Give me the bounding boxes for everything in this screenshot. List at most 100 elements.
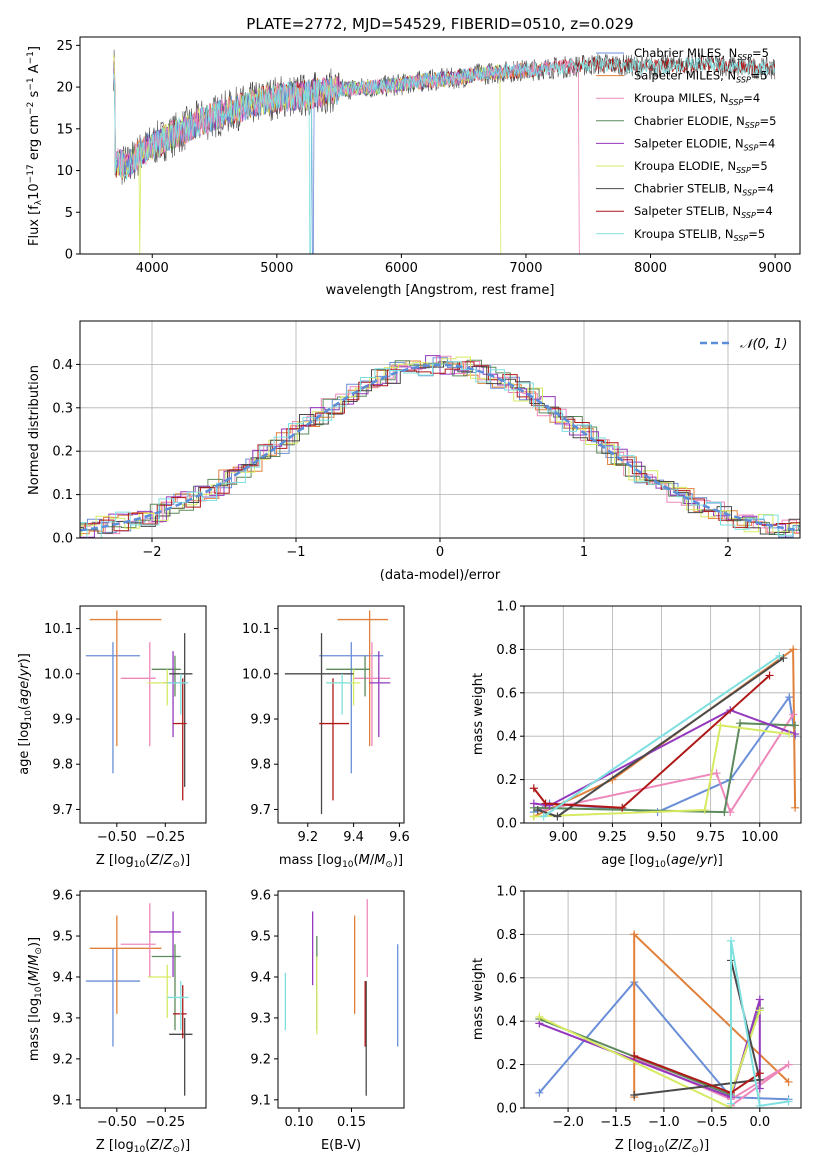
mass-vs-ebv-ytick-label: 9.2 bbox=[250, 1052, 271, 1067]
residuals-ytick-label: 0.3 bbox=[52, 401, 73, 416]
weight-vs-Z-ytick-label: 0.8 bbox=[496, 928, 517, 943]
weight-marker bbox=[529, 812, 538, 821]
residuals-histogram bbox=[80, 361, 800, 532]
weight-marker bbox=[630, 1090, 639, 1099]
weight-marker bbox=[755, 995, 764, 1004]
legend-label: Salpeter ELODIE, NSSP=4 bbox=[634, 136, 775, 152]
age-vs-Z-xtick-label: −0.50 bbox=[97, 830, 137, 845]
mass-vs-ebv-ytick-label: 9.3 bbox=[250, 1011, 271, 1026]
weight-marker bbox=[618, 803, 627, 812]
weight-vs-age-ytick-label: 0.4 bbox=[496, 730, 517, 745]
mass-vs-Z-xtick-label: −0.25 bbox=[145, 1115, 185, 1130]
residuals-xtick-label: −2 bbox=[142, 545, 161, 560]
weight-vs-Z-xtick-label: 0.0 bbox=[749, 1115, 770, 1130]
weight-series-line bbox=[543, 713, 794, 815]
weight-series-line bbox=[538, 999, 761, 1099]
spectrum-series-line bbox=[113, 55, 775, 254]
weight-marker bbox=[541, 799, 550, 808]
weight-vs-Z-xtick-label: −0.5 bbox=[696, 1115, 728, 1130]
spectrum-plot-area bbox=[113, 49, 776, 254]
weight-marker bbox=[630, 1051, 639, 1060]
weight-marker bbox=[791, 803, 800, 812]
mass-vs-ebv-ytick-label: 9.6 bbox=[250, 889, 271, 904]
weight-vs-age-xtick-label: 9.00 bbox=[549, 830, 578, 845]
spectrum-ytick-label: 0 bbox=[65, 248, 73, 263]
weight-marker bbox=[630, 930, 639, 939]
mass-vs-Z-ytick-label: 9.3 bbox=[52, 1011, 73, 1026]
age-vs-Z-ylabel: age [log10(age/yr)] bbox=[17, 653, 34, 775]
age-vs-mass-ytick-label: 9.8 bbox=[250, 758, 271, 773]
spectrum-ytick-label: 10 bbox=[56, 164, 73, 179]
spectrum-ylabel: Flux [fλ10−17 erg cm−2 s−1 A−1] bbox=[26, 46, 44, 246]
legend-label: Salpeter STELIB, NSSP=4 bbox=[634, 204, 773, 220]
weight-vs-age-xtick-label: 10.00 bbox=[741, 830, 778, 845]
weight-marker bbox=[755, 1006, 764, 1015]
weight-vs-Z-frame bbox=[523, 890, 802, 1109]
spectrum-xtick-label: 4000 bbox=[136, 261, 169, 276]
residuals-histogram bbox=[80, 357, 800, 538]
weight-marker bbox=[712, 769, 721, 778]
weight-vs-Z-panel: −2.0 −1.5 −1.0 −0.5 0.0 0.0 0.2 0.4 0.6 0.8 1.0 Z [… bbox=[471, 885, 802, 1155]
spectrum-series-line bbox=[113, 59, 551, 254]
weight-series-line bbox=[533, 674, 771, 809]
weight-vs-Z-ytick-label: 0.2 bbox=[496, 1058, 517, 1073]
spectrum-ytick-label: 5 bbox=[65, 206, 73, 221]
weight-vs-Z-xtick-label: −2.0 bbox=[552, 1115, 584, 1130]
weight-vs-Z-ytick-label: 0.4 bbox=[496, 1015, 517, 1030]
weight-vs-age-frame bbox=[523, 605, 802, 824]
mass-vs-Z-ytick-label: 9.6 bbox=[52, 889, 73, 904]
weight-vs-Z-xtick-label: −1.5 bbox=[600, 1115, 632, 1130]
spectrum-xtick-label: 7000 bbox=[509, 261, 542, 276]
residuals-ytick-label: 0.4 bbox=[52, 358, 73, 373]
mass-vs-Z-ytick-label: 9.1 bbox=[52, 1093, 73, 1108]
weight-vs-Z-ytick-label: 0.6 bbox=[496, 971, 517, 986]
weight-vs-age-xtick-label: 9.25 bbox=[598, 830, 627, 845]
weight-vs-age-xtick-label: 9.75 bbox=[696, 830, 725, 845]
mass-vs-Z-panel: −0.50 −0.25 9.1 9.2 9.3 9.4 9.5 9.6 Z [log10(Z/Z… bbox=[27, 889, 207, 1155]
mass-vs-ebv-panel: 0.10 0.15 9.1 9.2 9.3 9.4 9.5 9.6 E(B-V) bbox=[250, 889, 405, 1153]
residuals-histogram bbox=[80, 355, 800, 535]
age-vs-Z-xtick-label: −0.25 bbox=[145, 830, 185, 845]
mass-vs-Z-xtick-label: −0.50 bbox=[97, 1115, 137, 1130]
weight-vs-age-panel: 9.00 9.25 9.50 9.75 10.00 0.0 0.2 0.4 0.6 0.8 1.0 a… bbox=[471, 600, 802, 870]
weight-marker bbox=[785, 730, 794, 739]
weight-vs-age-xtick-label: 9.50 bbox=[647, 830, 676, 845]
weight-marker bbox=[529, 799, 538, 808]
weight-vs-age-ytick-label: 0.0 bbox=[496, 817, 517, 832]
spectrum-xtick-label: 6000 bbox=[385, 261, 418, 276]
spectrum-xlabel: wavelength [Angstrom, rest frame] bbox=[326, 283, 555, 298]
mass-vs-Z-plot-area bbox=[85, 903, 193, 1096]
legend-label: Salpeter MILES, NSSP=5 bbox=[634, 69, 768, 85]
weight-vs-age-ytick-label: 0.8 bbox=[496, 643, 517, 658]
weight-marker bbox=[533, 805, 542, 814]
weight-vs-Z-ylabel: mass weight bbox=[471, 958, 486, 1040]
residuals-ytick-label: 0.2 bbox=[52, 445, 73, 460]
mass-vs-ebv-plot-area bbox=[284, 899, 399, 1096]
spectrum-xtick-label: 5000 bbox=[260, 261, 293, 276]
age-vs-Z-ytick-label: 9.8 bbox=[52, 758, 73, 773]
legend-label: Chabrier STELIB, NSSP=4 bbox=[634, 182, 774, 198]
age-vs-mass-ytick-label: 10.1 bbox=[242, 622, 271, 637]
residuals-plot-area bbox=[80, 355, 800, 538]
weight-marker bbox=[539, 812, 548, 821]
weight-marker bbox=[755, 1101, 764, 1108]
weight-series-line bbox=[533, 647, 797, 818]
mass-vs-ebv-ytick-label: 9.4 bbox=[250, 970, 271, 985]
residuals-histogram bbox=[80, 356, 800, 536]
mass-vs-ebv-xlabel: E(B-V) bbox=[321, 1138, 361, 1153]
legend-label: Kroupa ELODIE, NSSP=5 bbox=[634, 159, 768, 175]
age-vs-mass-xtick-label: 9.6 bbox=[389, 830, 410, 845]
weight-series-line bbox=[533, 694, 797, 814]
weight-vs-age-ytick-label: 0.6 bbox=[496, 686, 517, 701]
age-vs-mass-ytick-label: 9.9 bbox=[250, 713, 271, 728]
residuals-xtick-label: 1 bbox=[580, 545, 588, 560]
weight-series-line bbox=[543, 655, 780, 818]
spectrum-xtick-label: 8000 bbox=[634, 261, 667, 276]
residuals-xtick-label: 2 bbox=[724, 545, 732, 560]
weight-marker bbox=[784, 1097, 793, 1106]
spectrum-series-line bbox=[113, 58, 580, 254]
weight-vs-Z-ytick-label: 0.0 bbox=[496, 1102, 517, 1117]
weight-vs-Z-xlabel: Z [log10(Z/Z⊙)] bbox=[615, 1138, 709, 1155]
age-vs-mass-panel: 9.2 9.4 9.6 9.7 9.8 9.9 10.0 10.1 mass [log10(M/… bbox=[242, 605, 410, 870]
mass-vs-ebv-ytick-label: 9.1 bbox=[250, 1093, 271, 1108]
